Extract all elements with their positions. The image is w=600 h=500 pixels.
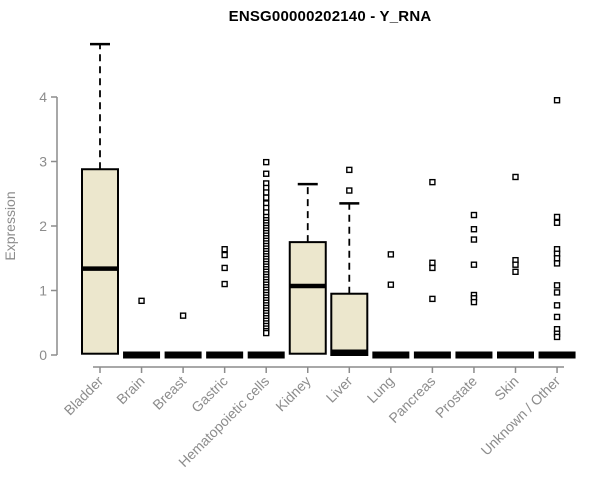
y-tick-label-0: 0 bbox=[39, 347, 47, 363]
outlier-unknown-other-1 bbox=[553, 213, 561, 221]
outlier-gastric-0 bbox=[221, 246, 228, 253]
outlier-unknown-other-6 bbox=[553, 260, 561, 267]
outlier-prostate-6 bbox=[470, 298, 478, 306]
x-tick-label-unknown-other: Unknown / Other bbox=[478, 373, 564, 459]
collapsed-box-hematopoietic-cells bbox=[247, 351, 285, 359]
x-tick-label-lung: Lung bbox=[364, 373, 397, 406]
outlier-hematopoietic-cells-1 bbox=[263, 170, 270, 177]
outlier-liver-1 bbox=[346, 187, 353, 194]
outlier-liver-0 bbox=[346, 166, 353, 174]
collapsed-box-skin bbox=[497, 351, 534, 359]
box-liver bbox=[330, 292, 369, 357]
y-tick-label-4: 4 bbox=[39, 89, 47, 105]
x-tick-label-kidney: Kidney bbox=[272, 373, 314, 415]
y-tick-label-3: 3 bbox=[39, 153, 47, 169]
outlier-hematopoietic-cells-5 bbox=[263, 194, 270, 201]
outlier-unknown-other-9 bbox=[553, 302, 561, 309]
outlier-hematopoietic-cells-54 bbox=[263, 329, 270, 337]
outlier-hematopoietic-cells-0 bbox=[263, 158, 270, 166]
outlier-brain-0 bbox=[138, 297, 145, 305]
outlier-pancreas-0 bbox=[429, 178, 436, 186]
x-tick-label-brain: Brain bbox=[113, 373, 147, 407]
outlier-breast-0 bbox=[179, 312, 187, 319]
outlier-skin-3 bbox=[512, 268, 519, 275]
x-tick-label-bladder: Bladder bbox=[61, 373, 107, 419]
outlier-unknown-other-2 bbox=[553, 219, 561, 226]
outlier-unknown-other-10 bbox=[553, 313, 561, 321]
x-tick-label-prostate: Prostate bbox=[432, 373, 480, 421]
outlier-lung-1 bbox=[387, 281, 395, 288]
collapsed-box-gastric bbox=[206, 351, 244, 359]
outlier-unknown-other-13 bbox=[553, 333, 561, 341]
collapsed-box-unknown-other bbox=[538, 351, 576, 359]
outlier-prostate-0 bbox=[470, 211, 478, 219]
outlier-unknown-other-0 bbox=[553, 97, 561, 104]
outlier-gastric-1 bbox=[221, 251, 228, 259]
outlier-hematopoietic-cells-4 bbox=[263, 189, 270, 196]
outlier-gastric-2 bbox=[221, 264, 228, 272]
y-tick-label-2: 2 bbox=[39, 218, 47, 234]
x-tick-label-liver: Liver bbox=[323, 373, 356, 406]
outlier-skin-0 bbox=[512, 173, 519, 181]
collapsed-box-prostate bbox=[455, 351, 493, 359]
outlier-unknown-other-5 bbox=[553, 255, 561, 262]
outlier-gastric-3 bbox=[221, 280, 228, 288]
y-tick-label-1: 1 bbox=[39, 282, 47, 298]
collapsed-box-brain bbox=[123, 351, 161, 359]
box-bladder bbox=[81, 168, 119, 355]
chart-title: ENSG00000202140 - Y_RNA bbox=[229, 8, 432, 25]
x-tick-label-breast: Breast bbox=[149, 373, 189, 413]
outlier-pancreas-1 bbox=[429, 259, 436, 266]
collapsed-box-lung bbox=[372, 351, 410, 359]
outlier-pancreas-2 bbox=[429, 264, 436, 272]
box-kidney bbox=[288, 241, 327, 355]
outlier-unknown-other-7 bbox=[553, 282, 561, 289]
collapsed-box-pancreas bbox=[413, 351, 451, 359]
outlier-prostate-2 bbox=[470, 236, 478, 243]
outlier-prostate-1 bbox=[470, 226, 478, 233]
outlier-prostate-3 bbox=[470, 261, 478, 268]
x-tick-label-skin: Skin bbox=[491, 373, 522, 404]
outlier-unknown-other-8 bbox=[553, 289, 561, 296]
y-axis-label: Expression bbox=[2, 191, 18, 260]
outlier-lung-0 bbox=[387, 251, 395, 258]
outlier-pancreas-3 bbox=[429, 295, 436, 303]
outlier-skin-2 bbox=[512, 261, 519, 268]
collapsed-box-breast bbox=[164, 351, 202, 359]
